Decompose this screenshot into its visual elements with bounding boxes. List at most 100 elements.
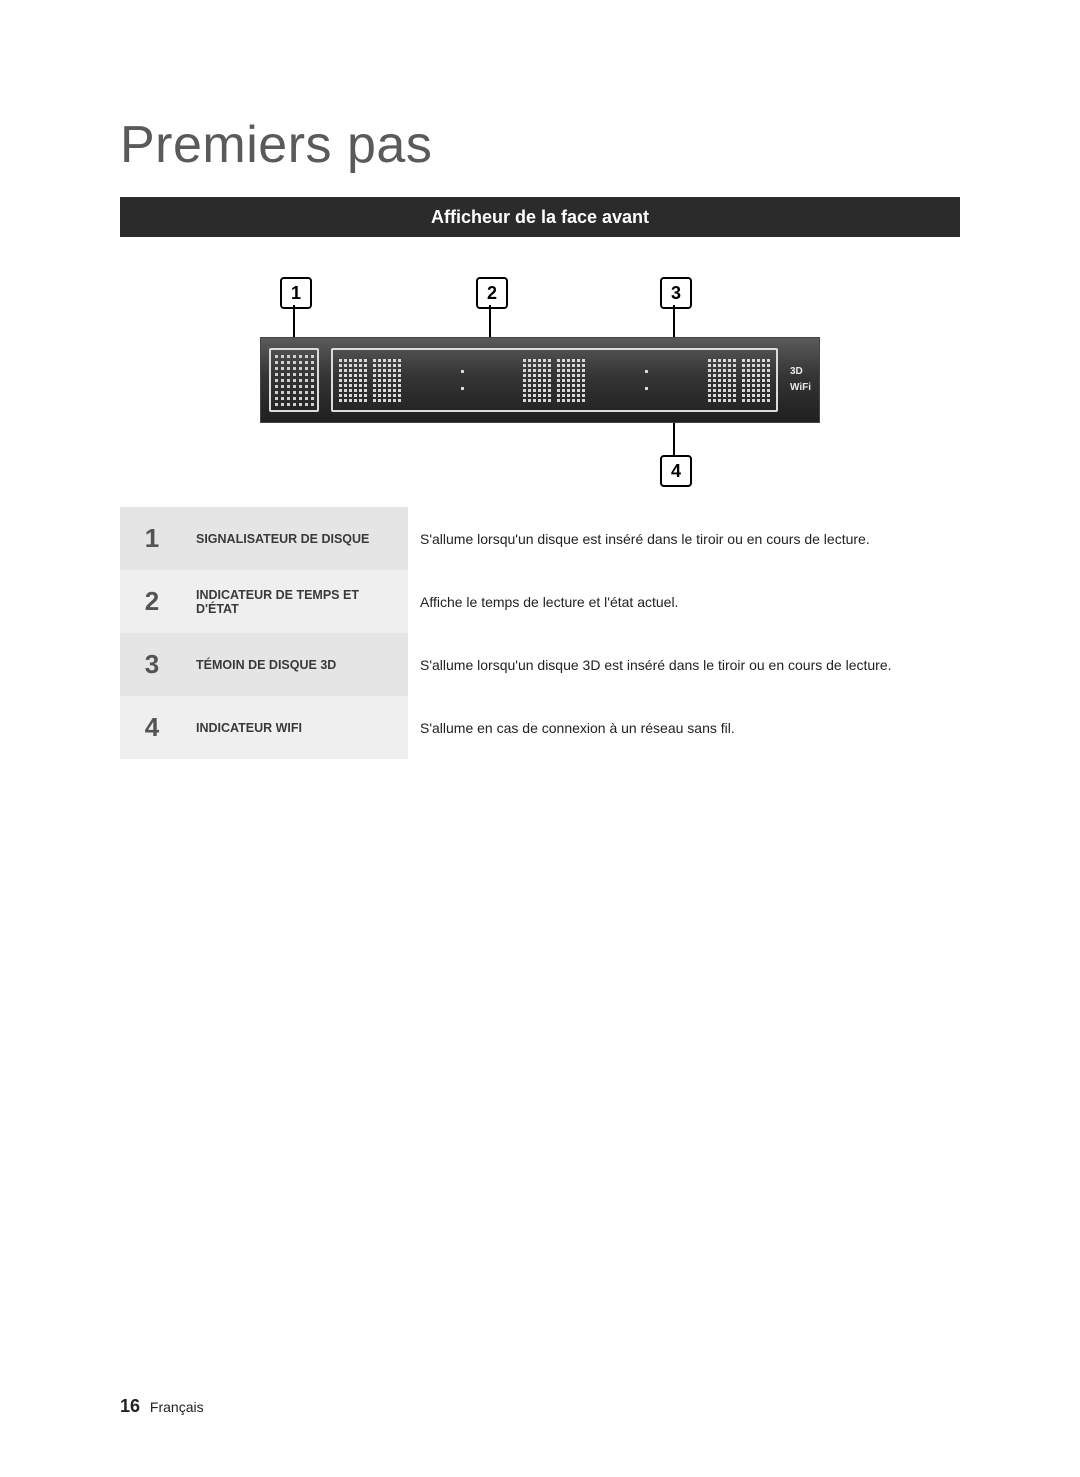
dot	[572, 379, 575, 382]
dot	[293, 391, 296, 394]
dot	[708, 384, 711, 387]
dot	[538, 394, 541, 397]
dot	[461, 370, 464, 373]
dot	[708, 379, 711, 382]
dot	[708, 394, 711, 397]
dot	[762, 364, 765, 367]
dot	[281, 355, 284, 358]
dot	[388, 369, 391, 372]
dot	[557, 389, 560, 392]
callout-3: 3	[660, 277, 692, 309]
dot	[398, 364, 401, 367]
dot	[543, 389, 546, 392]
dot	[398, 394, 401, 397]
dot	[582, 374, 585, 377]
dot	[582, 394, 585, 397]
dot	[344, 399, 347, 402]
dot	[383, 389, 386, 392]
dot	[733, 359, 736, 362]
dot	[393, 389, 396, 392]
dot	[572, 389, 575, 392]
dot	[281, 391, 284, 394]
dot	[305, 385, 308, 388]
dot	[287, 367, 290, 370]
dot	[344, 364, 347, 367]
dot	[398, 389, 401, 392]
dot	[373, 399, 376, 402]
dot	[393, 364, 396, 367]
dot	[557, 379, 560, 382]
dot	[354, 379, 357, 382]
dot	[293, 367, 296, 370]
dot	[728, 399, 731, 402]
dot	[572, 384, 575, 387]
dot	[281, 361, 284, 364]
dot	[562, 384, 565, 387]
dot	[311, 355, 314, 358]
dot	[299, 355, 302, 358]
dot	[533, 369, 536, 372]
dot	[723, 389, 726, 392]
dot	[354, 394, 357, 397]
dot	[293, 403, 296, 406]
dot	[742, 384, 745, 387]
dot	[548, 389, 551, 392]
dot	[713, 359, 716, 362]
dot	[398, 374, 401, 377]
dot	[364, 374, 367, 377]
dot	[767, 359, 770, 362]
dot	[708, 369, 711, 372]
dot	[339, 374, 342, 377]
dot	[398, 359, 401, 362]
dot	[523, 359, 526, 362]
dot	[757, 389, 760, 392]
dot	[762, 359, 765, 362]
dot	[275, 373, 278, 376]
dot	[742, 394, 745, 397]
dot	[538, 379, 541, 382]
dot	[378, 364, 381, 367]
callout-1: 1	[280, 277, 312, 309]
dot	[373, 374, 376, 377]
dot	[543, 359, 546, 362]
dot	[523, 384, 526, 387]
dot	[645, 387, 648, 390]
dot	[762, 394, 765, 397]
dot	[752, 379, 755, 382]
dot	[747, 389, 750, 392]
dot	[339, 359, 342, 362]
dot	[572, 399, 575, 402]
segment-pair	[708, 359, 770, 402]
dot	[562, 389, 565, 392]
dot	[733, 389, 736, 392]
dot	[344, 379, 347, 382]
dot	[728, 394, 731, 397]
dot	[533, 399, 536, 402]
dot	[398, 369, 401, 372]
dot	[373, 384, 376, 387]
dot	[548, 369, 551, 372]
dot	[275, 397, 278, 400]
dot	[548, 364, 551, 367]
dot	[305, 367, 308, 370]
segment-digit	[339, 359, 367, 402]
dot	[742, 379, 745, 382]
dot	[349, 374, 352, 377]
dot	[275, 391, 278, 394]
dot	[708, 374, 711, 377]
dot	[767, 374, 770, 377]
callout-4-box: 4	[660, 455, 692, 487]
dot	[757, 399, 760, 402]
dot	[533, 394, 536, 397]
dot	[733, 369, 736, 372]
dot	[287, 373, 290, 376]
dot	[645, 370, 648, 373]
dot	[767, 384, 770, 387]
dot	[718, 359, 721, 362]
dot	[344, 359, 347, 362]
row-description: S'allume en cas de connexion à un réseau…	[408, 696, 960, 759]
row-number: 2	[120, 570, 184, 633]
dot	[339, 364, 342, 367]
disc-dot-grid	[275, 355, 314, 406]
dot	[567, 379, 570, 382]
